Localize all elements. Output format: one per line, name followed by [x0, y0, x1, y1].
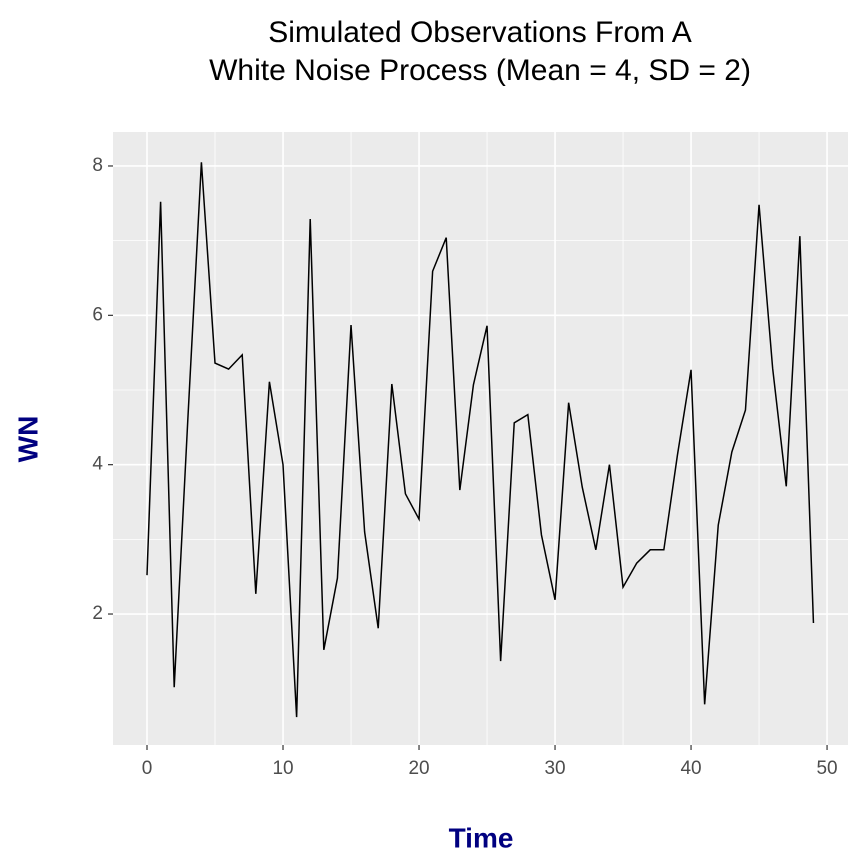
- y-tick-label: 6: [92, 304, 103, 325]
- x-tick-label: 50: [816, 758, 837, 779]
- chart-title: Simulated Observations From A: [268, 16, 692, 49]
- data-line: [146, 162, 815, 718]
- x-axis-label: Time: [449, 822, 514, 853]
- x-tick-label: 40: [680, 758, 701, 779]
- y-axis-label: WN: [12, 416, 43, 463]
- x-tick-label: 30: [544, 758, 565, 779]
- y-tick-label: 2: [92, 603, 103, 624]
- y-tick-label: 4: [92, 454, 103, 475]
- x-tick-label: 20: [408, 758, 429, 779]
- x-tick-label: 10: [272, 758, 293, 779]
- chart-title: White Noise Process (Mean = 4, SD = 2): [209, 54, 751, 87]
- panel: [113, 132, 848, 745]
- y-tick-label: 8: [92, 155, 103, 176]
- x-tick-label: 0: [142, 758, 153, 779]
